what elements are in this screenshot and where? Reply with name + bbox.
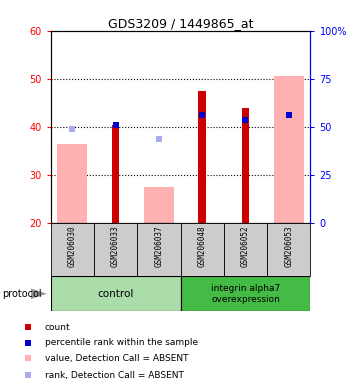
Text: protocol: protocol	[2, 289, 42, 299]
Bar	[242, 108, 249, 223]
Bar	[180, 223, 224, 276]
Text: GSM206033: GSM206033	[111, 225, 120, 267]
Bar	[180, 276, 310, 311]
Bar	[51, 223, 94, 276]
Bar	[112, 125, 119, 223]
Bar	[51, 276, 180, 311]
Bar	[144, 187, 174, 223]
Bar	[94, 223, 137, 276]
Bar	[274, 76, 304, 223]
Bar	[224, 223, 267, 276]
Bar	[267, 223, 310, 276]
Text: integrin alpha7
overexpression: integrin alpha7 overexpression	[211, 284, 280, 304]
Bar	[137, 223, 180, 276]
Text: GSM206052: GSM206052	[241, 225, 250, 267]
Bar	[57, 144, 87, 223]
Text: control: control	[97, 289, 134, 299]
Text: value, Detection Call = ABSENT: value, Detection Call = ABSENT	[45, 354, 188, 363]
Text: GSM206037: GSM206037	[155, 225, 163, 267]
Text: count: count	[45, 323, 71, 332]
Text: GSM206048: GSM206048	[198, 225, 206, 267]
Text: rank, Detection Call = ABSENT: rank, Detection Call = ABSENT	[45, 371, 184, 379]
Title: GDS3209 / 1449865_at: GDS3209 / 1449865_at	[108, 17, 253, 30]
Text: GSM206053: GSM206053	[284, 225, 293, 267]
Bar	[198, 91, 206, 223]
Text: percentile rank within the sample: percentile rank within the sample	[45, 338, 198, 347]
Text: GSM206030: GSM206030	[68, 225, 77, 267]
Polygon shape	[31, 288, 47, 299]
